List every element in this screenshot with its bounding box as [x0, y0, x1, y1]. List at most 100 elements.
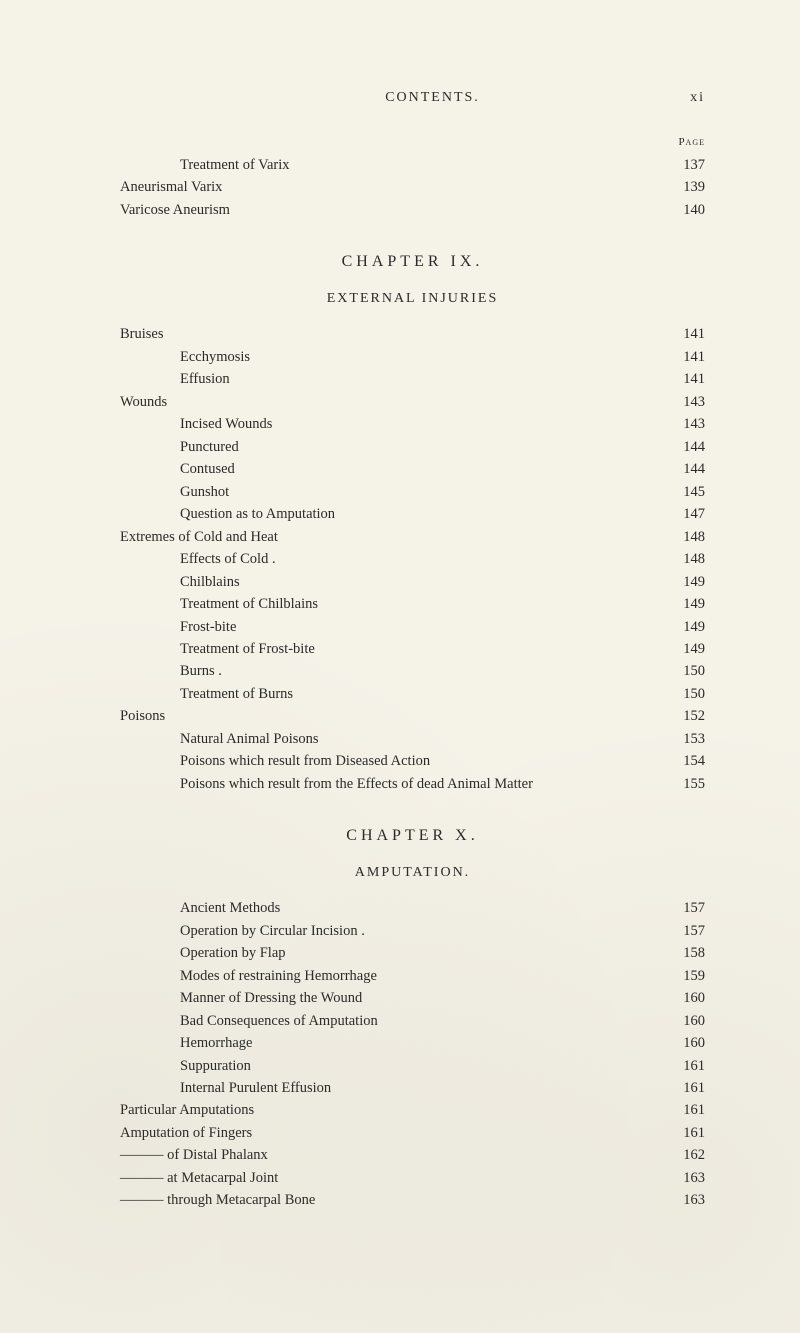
toc-page-number: 161	[663, 1099, 705, 1121]
toc-leader-dots	[244, 630, 655, 631]
toc-line: Particular Amputations 161	[120, 1099, 705, 1121]
toc-line: Amputation of Fingers 161	[120, 1122, 705, 1144]
toc-label: ——— at Metacarpal Joint	[120, 1167, 278, 1189]
toc-leader-dots	[288, 911, 655, 912]
toc-line: Hemorrhage 160	[120, 1032, 705, 1054]
toc-page-number: 160	[663, 1032, 705, 1054]
toc-page-number: 137	[663, 154, 705, 176]
toc-label: Amputation of Fingers	[120, 1122, 252, 1144]
toc-leader-dots	[243, 472, 655, 473]
toc-label: Particular Amputations	[120, 1099, 254, 1121]
toc-page-number: 155	[663, 773, 705, 795]
toc-leader-dots	[385, 979, 655, 980]
toc-page-number: 144	[663, 436, 705, 458]
toc-leader-dots	[301, 697, 655, 698]
toc-page-number: 157	[663, 920, 705, 942]
toc-label: Question as to Amputation	[180, 503, 335, 525]
toc-leader-dots	[323, 1203, 655, 1204]
toc-leader-dots	[280, 427, 655, 428]
toc-label: Extremes of Cold and Heat	[120, 526, 278, 548]
toc-label: Chilblains	[180, 571, 240, 593]
toc-page-number: 158	[663, 942, 705, 964]
toc-line: Incised Wounds 143	[120, 413, 705, 435]
toc-leader-dots	[260, 1046, 655, 1047]
toc-label: Punctured	[180, 436, 239, 458]
toc-line: Wounds143	[120, 391, 705, 413]
toc-line: Operation by Circular Incision .157	[120, 920, 705, 942]
toc-page-number: 161	[663, 1122, 705, 1144]
toc-page-number: 157	[663, 897, 705, 919]
toc-line: Suppuration 161	[120, 1055, 705, 1077]
toc-page-number: 148	[663, 548, 705, 570]
toc-line: Chilblains149	[120, 571, 705, 593]
toc-page-number: 141	[663, 323, 705, 345]
toc-label: Natural Animal Poisons	[180, 728, 319, 750]
toc-page-number: 148	[663, 526, 705, 548]
toc-page-number: 143	[663, 413, 705, 435]
toc-page-number: 161	[663, 1077, 705, 1099]
toc-page-number: 152	[663, 705, 705, 727]
toc-page-number: 161	[663, 1055, 705, 1077]
toc-label: Suppuration	[180, 1055, 251, 1077]
toc-page-number: 149	[663, 616, 705, 638]
toc-line: Natural Animal Poisons 153	[120, 728, 705, 750]
toc-line: Punctured 144	[120, 436, 705, 458]
header-page-roman: xi	[645, 90, 705, 106]
toc-label: Ancient Methods	[180, 897, 280, 919]
toc-page-number: 149	[663, 638, 705, 660]
toc-label: Wounds	[120, 391, 167, 413]
toc-leader-dots	[284, 562, 655, 563]
toc-label: Incised Wounds	[180, 413, 272, 435]
toc-label: Bad Consequences of Amputation	[180, 1010, 378, 1032]
toc-page-number: 149	[663, 593, 705, 615]
page-container: CONTENTS. xi Page Treatment of Varix 137 A…	[0, 0, 800, 1252]
toc-leader-dots	[259, 1069, 655, 1070]
toc-line: Ancient Methods 157	[120, 897, 705, 919]
top-block: Treatment of Varix137Aneurismal Varix139…	[120, 154, 705, 221]
toc-label: Ecchymosis	[180, 346, 250, 368]
toc-label: Internal Purulent Effusion	[180, 1077, 331, 1099]
toc-label: Hemorrhage	[180, 1032, 252, 1054]
toc-page-number: 150	[663, 660, 705, 682]
toc-label: Manner of Dressing the Wound	[180, 987, 362, 1009]
toc-label: Treatment of Chilblains	[180, 593, 318, 615]
toc-line: Internal Purulent Effusion 161	[120, 1077, 705, 1099]
toc-label: Contused	[180, 458, 235, 480]
toc-line: Poisons which result from the Effects of…	[120, 773, 705, 795]
toc-leader-dots	[343, 517, 655, 518]
toc-label: Aneurismal Varix	[120, 176, 222, 198]
toc-label: Treatment of Varix	[180, 154, 290, 176]
toc-page-number: 154	[663, 750, 705, 772]
toc-label: Gunshot	[180, 481, 229, 503]
toc-label: Treatment of Frost-bite	[180, 638, 315, 660]
toc-leader-dots	[173, 719, 655, 720]
toc-label: Treatment of Burns	[180, 683, 293, 705]
chapter-ix-subtitle: EXTERNAL INJURIES	[120, 291, 705, 307]
toc-leader-dots	[260, 1136, 655, 1137]
toc-page-number: 153	[663, 728, 705, 750]
toc-line: Operation by Flap158	[120, 942, 705, 964]
toc-leader-dots	[294, 956, 655, 957]
toc-leader-dots	[258, 360, 655, 361]
toc-leader-dots	[386, 1024, 655, 1025]
toc-leader-dots	[276, 1158, 655, 1159]
toc-line: Treatment of Chilblains 149	[120, 593, 705, 615]
chapter-ix-title: CHAPTER IX.	[120, 253, 705, 271]
toc-leader-dots	[175, 405, 655, 406]
toc-line: Treatment of Frost-bite 149	[120, 638, 705, 660]
toc-label: Bruises	[120, 323, 164, 345]
toc-label: Effusion	[180, 368, 230, 390]
chapter-x-title: CHAPTER X.	[120, 827, 705, 845]
toc-line: Ecchymosis141	[120, 346, 705, 368]
toc-page-number: 160	[663, 987, 705, 1009]
toc-line: Manner of Dressing the Wound 160	[120, 987, 705, 1009]
toc-page-number: 140	[663, 199, 705, 221]
toc-line: Effects of Cold .148	[120, 548, 705, 570]
toc-line: Question as to Amputation147	[120, 503, 705, 525]
toc-line: Poisons152	[120, 705, 705, 727]
toc-leader-dots	[541, 787, 655, 788]
toc-label: ——— through Metacarpal Bone	[120, 1189, 315, 1211]
page-label: Page	[678, 136, 705, 148]
header-title: CONTENTS.	[120, 90, 645, 106]
toc-leader-dots	[438, 764, 655, 765]
